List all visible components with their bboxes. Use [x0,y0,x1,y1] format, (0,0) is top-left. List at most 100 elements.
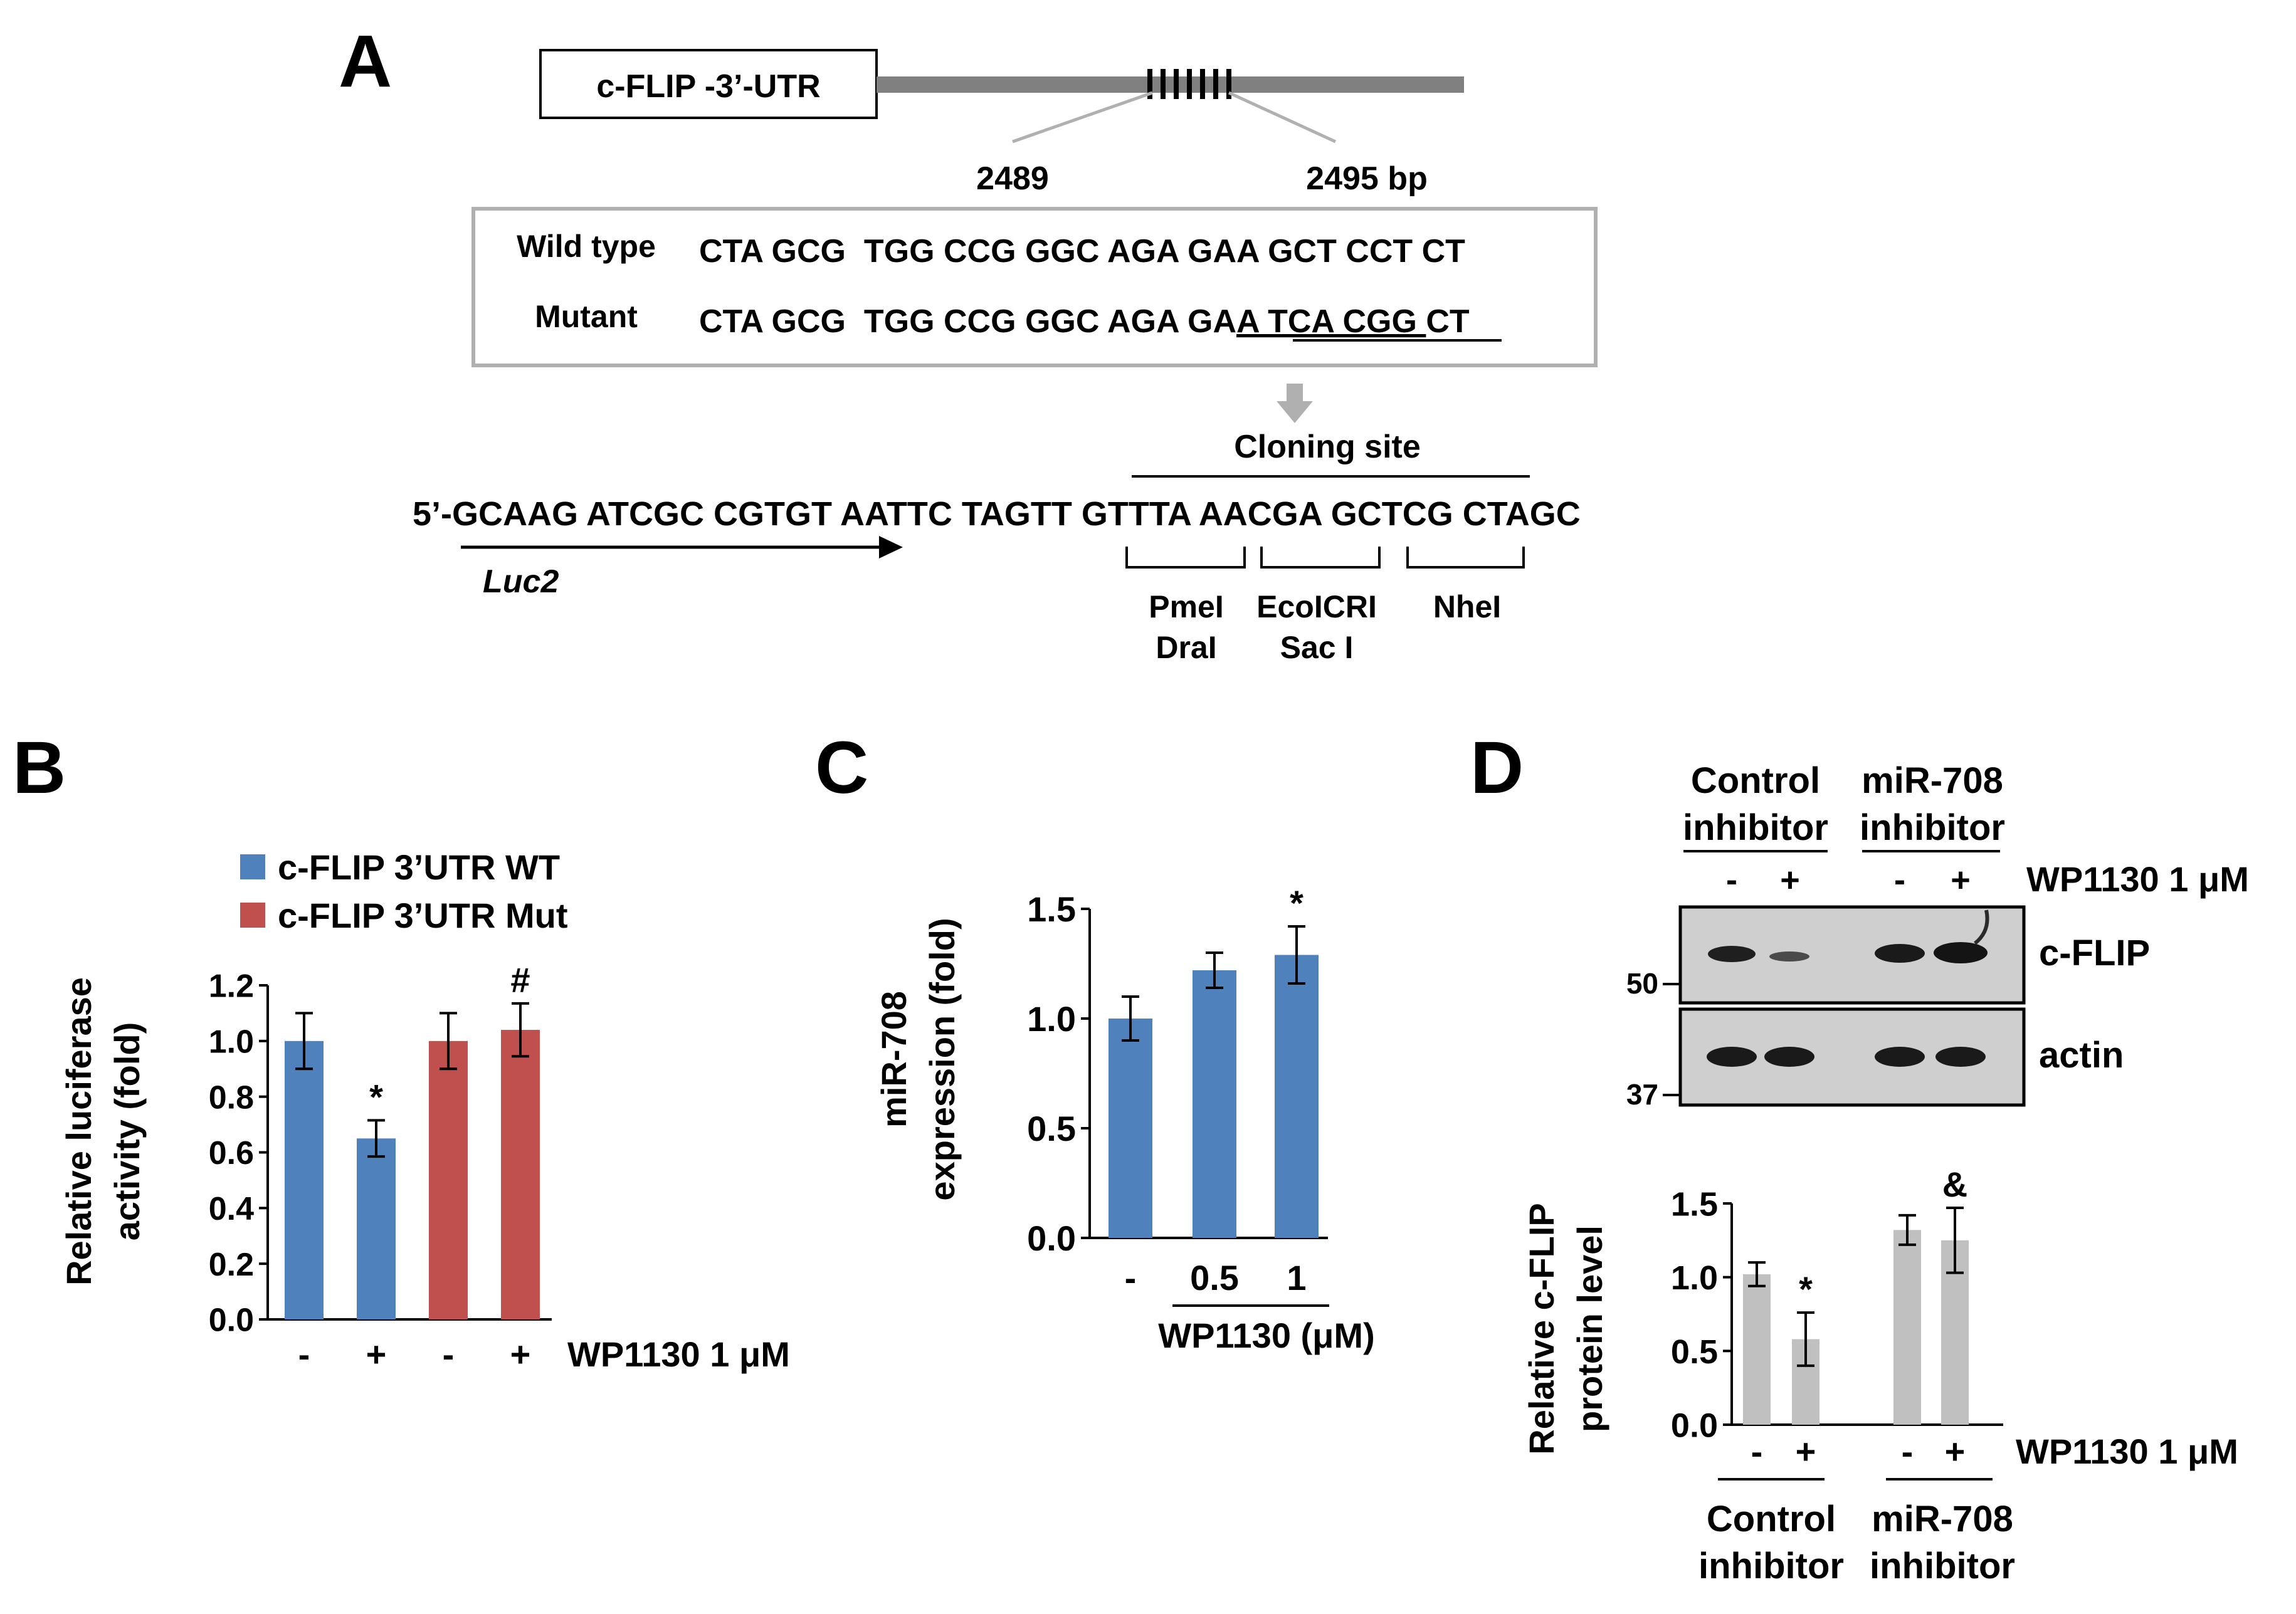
panel-d-label: D [1470,726,1524,809]
significance-mark: * [1799,1269,1813,1309]
site-drai: DraI [1156,630,1216,665]
bar [1109,1019,1152,1238]
site-ecoicri: EcoICRI [1256,589,1377,624]
site-saci: Sac I [1280,630,1354,665]
panel-c-label: C [815,726,868,809]
y-tick-label: 0.8 [209,1079,254,1116]
band-cflip-1 [1708,946,1756,962]
position-end: 2495 bp [1306,160,1428,197]
band-label-actin: actin [2039,1035,2124,1076]
x-tick-label: 1 [1287,1258,1306,1297]
band-actin-4 [1935,1047,1986,1067]
band-cflip-2 [1769,951,1809,962]
y-axis-label-line-1: miR-708 [874,991,914,1128]
cloning-site-label: Cloning site [1234,429,1421,465]
y-tick-label: 1.0 [1027,999,1076,1039]
y-tick-label: 0.0 [209,1302,254,1339]
utr-box [539,49,878,119]
bracket-site-2 [1260,547,1381,569]
panel-a: A c-FLIP -3’-UTR 2489 2495 bp Wild type … [339,20,1598,665]
wild-type-label: Wild type [517,229,656,264]
blot-lane-2: + [1780,861,1800,899]
luc2-arrow-icon [879,536,903,558]
legend-label-wt: c-FLIP 3’UTR WT [278,847,560,887]
chart-d: 0.00.51.01.5-*+ -&+ [1671,1165,2003,1471]
treatment-label: WP1130 1 μM [2016,1432,2238,1471]
band-actin-1 [1707,1047,1757,1067]
utr-line [877,76,1464,93]
y-axis-label-line-2: activity (fold) [107,1022,147,1240]
panel-d: D Control inhibitor miR-708 inhibitor - … [1470,726,2249,1586]
y-tick-label: 1.0 [1671,1259,1718,1297]
vector-sequence: 5’-GCAAG ATCGC CGTGT AATTC TAGTT GTTTA A… [413,495,1581,533]
band-cflip-3 [1875,944,1925,963]
x-axis-label: WP1130 (μM) [1158,1316,1374,1355]
bar [357,1138,396,1319]
site-pmei: PmeI [1149,589,1224,624]
bar [1275,955,1319,1238]
position-start: 2489 [976,160,1049,197]
band-label-cflip: c-FLIP [2039,933,2150,973]
luc2-label: Luc2 [483,563,559,600]
y-tick-label: 1.5 [1027,889,1076,929]
legend-swatch-wt [240,854,265,879]
bar [285,1040,324,1319]
y-axis-label-line-2: protein level [1570,1225,1609,1432]
group-1-line-1: Control [1707,1499,1836,1539]
group-2-line-2: inhibitor [1870,1546,2015,1586]
x-tick-label: + [510,1334,531,1374]
x-tick-label: + [1945,1432,1966,1471]
panel-b: B c-FLIP 3’UTR WT c-FLIP 3’UTR Mut Relat… [13,726,790,1374]
binding-site-ticks [1147,69,1231,99]
group-1-line-2: inhibitor [1698,1546,1844,1586]
blot-lane-1: - [1726,861,1737,899]
zoom-line-left [1012,91,1153,144]
band-actin-2 [1764,1047,1814,1067]
x-tick-label: - [1125,1258,1137,1297]
blot-group-2-line-2: inhibitor [1860,807,2005,848]
panel-c: C miR-708 expression (fold) 0.0 0.5 1.0 1.5… [815,726,1375,1355]
blot-treatment-label: WP1130 1 μM [2026,859,2249,899]
chart-c: 0.0 0.5 1.0 1.5 - 0.5 * 1 [1027,883,1328,1297]
legend-label-mut: c-FLIP 3’UTR Mut [278,896,568,935]
bar [1743,1274,1771,1425]
x-tick-label: - [1902,1432,1914,1471]
x-tick-label: - [298,1334,310,1374]
chart-b: 0.0 0.2 0.4 0.6 0.8 1.0 1.2 - * + - # + [209,960,552,1374]
y-tick-label: 0.5 [1027,1109,1076,1148]
y-tick-label: 0.2 [209,1247,254,1283]
y-tick-label: 0.0 [1027,1218,1076,1258]
y-tick-label: 0.0 [1671,1407,1718,1444]
y-tick-label: 0.6 [209,1135,254,1171]
mw-marker-37: 37 [1626,1078,1658,1111]
y-tick-label: 0.5 [1671,1333,1718,1371]
x-tick-label: - [1751,1432,1763,1471]
blot-group-2-line-1: miR-708 [1862,760,2003,801]
band-actin-3 [1875,1047,1925,1067]
bar [501,1030,540,1319]
mw-marker-50: 50 [1626,967,1658,1000]
x-tick-label: - [443,1334,455,1374]
zoom-line-right [1228,91,1337,144]
y-tick-label: 1.2 [209,968,254,1005]
y-axis-label-line-2: expression (fold) [922,918,962,1200]
y-tick-label: 1.0 [209,1024,254,1061]
bar [1893,1230,1921,1425]
blot-streak [1974,909,1989,945]
x-tick-label: + [366,1334,387,1374]
y-axis-label-line-1: Relative c-FLIP [1522,1203,1561,1454]
x-tick-label: + [1796,1432,1816,1471]
group-2-line-1: miR-708 [1872,1499,2013,1539]
blot-group-1-line-2: inhibitor [1683,807,1828,848]
significance-mark: # [510,960,530,1000]
bracket-site-1 [1125,547,1246,569]
panel-b-label: B [13,726,66,809]
bar [1193,970,1236,1238]
significance-mark: & [1942,1165,1967,1204]
mutant-label: Mutant [535,299,638,334]
y-tick-label: 0.4 [209,1191,254,1227]
blot-group-1-line-1: Control [1691,760,1820,801]
mutant-sequence: CTA GCG TGG CCG GGC AGA GAA TCA CGG CT [699,303,1470,340]
y-tick-label: 1.5 [1671,1185,1718,1223]
down-arrow-icon [1277,384,1313,423]
